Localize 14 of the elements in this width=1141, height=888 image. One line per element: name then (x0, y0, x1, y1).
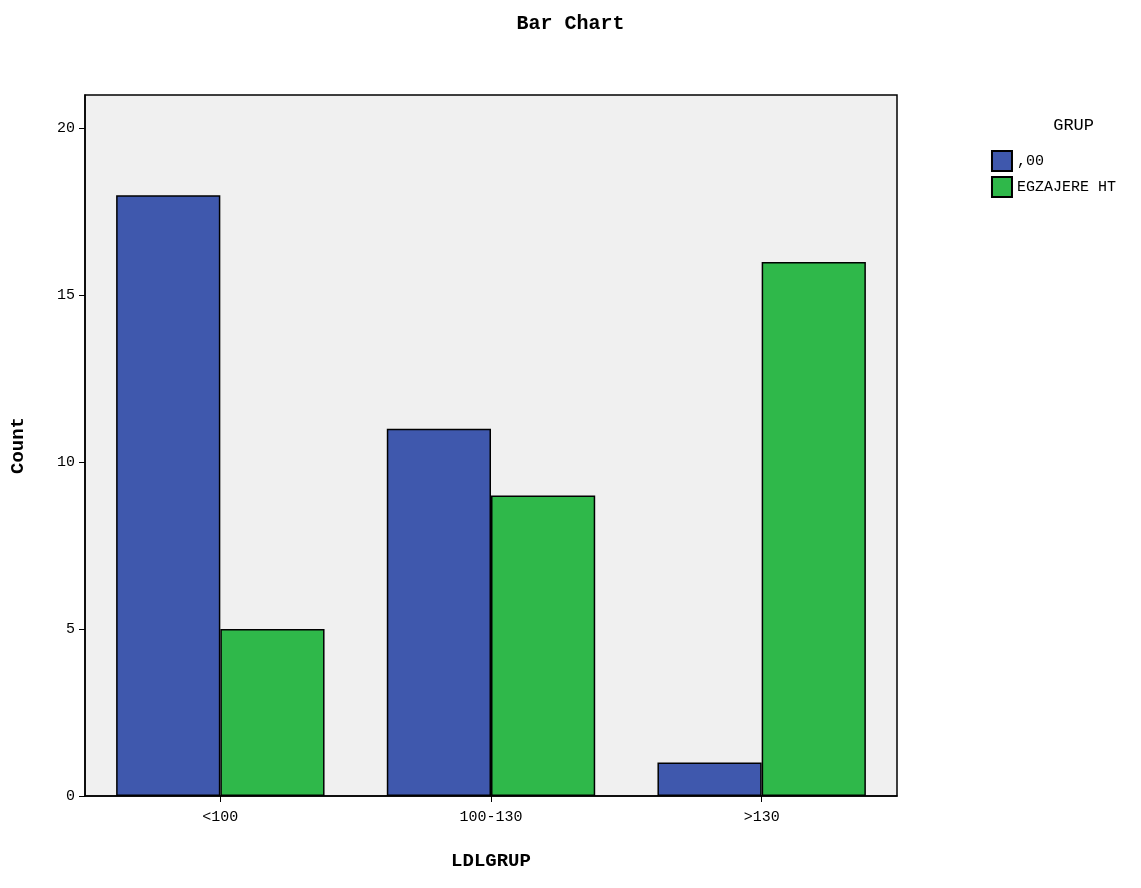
y-axis-title: Count (6, 416, 29, 475)
x-tick-label: <100 (202, 809, 239, 826)
y-tick-label: 5 (65, 620, 75, 638)
x-axis-title: LDLGRUP (451, 849, 531, 872)
y-tick-label: 20 (56, 119, 75, 137)
y-tick-label: 10 (56, 453, 75, 471)
x-tick-label: >130 (743, 809, 780, 826)
chart-title: Bar Chart (516, 11, 625, 35)
legend-label: EGZAJERE HT (1016, 178, 1117, 196)
legend-title: GRUP (1053, 116, 1095, 135)
legend-label: ,00 (1016, 152, 1044, 170)
x-tick-label: 100-130 (459, 809, 523, 826)
y-tick-label: 0 (65, 787, 75, 805)
y-tick-label: 15 (56, 286, 75, 304)
